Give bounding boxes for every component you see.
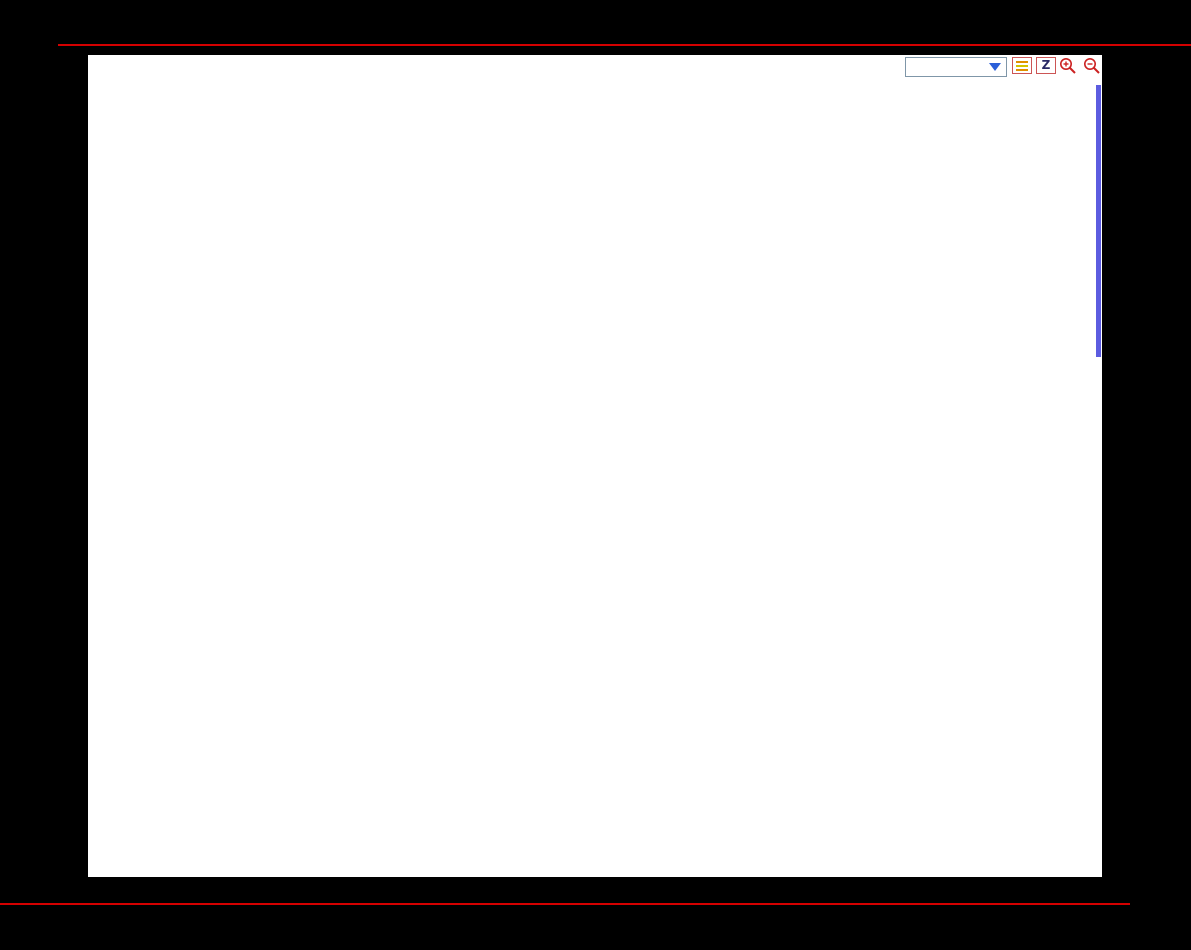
zoom-out-icon[interactable] xyxy=(1082,56,1102,75)
stock-chart-window xyxy=(88,55,1102,877)
decorative-red-line-bottom xyxy=(0,903,1130,905)
period-dropdown[interactable] xyxy=(905,57,1007,77)
icon-bar xyxy=(1016,69,1028,71)
chevron-down-icon[interactable] xyxy=(985,59,1005,73)
decorative-red-line-top xyxy=(58,44,1191,46)
scroll-strip[interactable] xyxy=(1096,85,1101,357)
icon-bar xyxy=(1016,61,1028,63)
icon-bar xyxy=(1016,65,1028,67)
chart-canvas xyxy=(88,55,1102,877)
indicator-lines-icon[interactable] xyxy=(1012,57,1032,74)
zoom-area-icon[interactable]: Z xyxy=(1036,57,1056,74)
zoom-in-icon[interactable] xyxy=(1058,56,1078,75)
